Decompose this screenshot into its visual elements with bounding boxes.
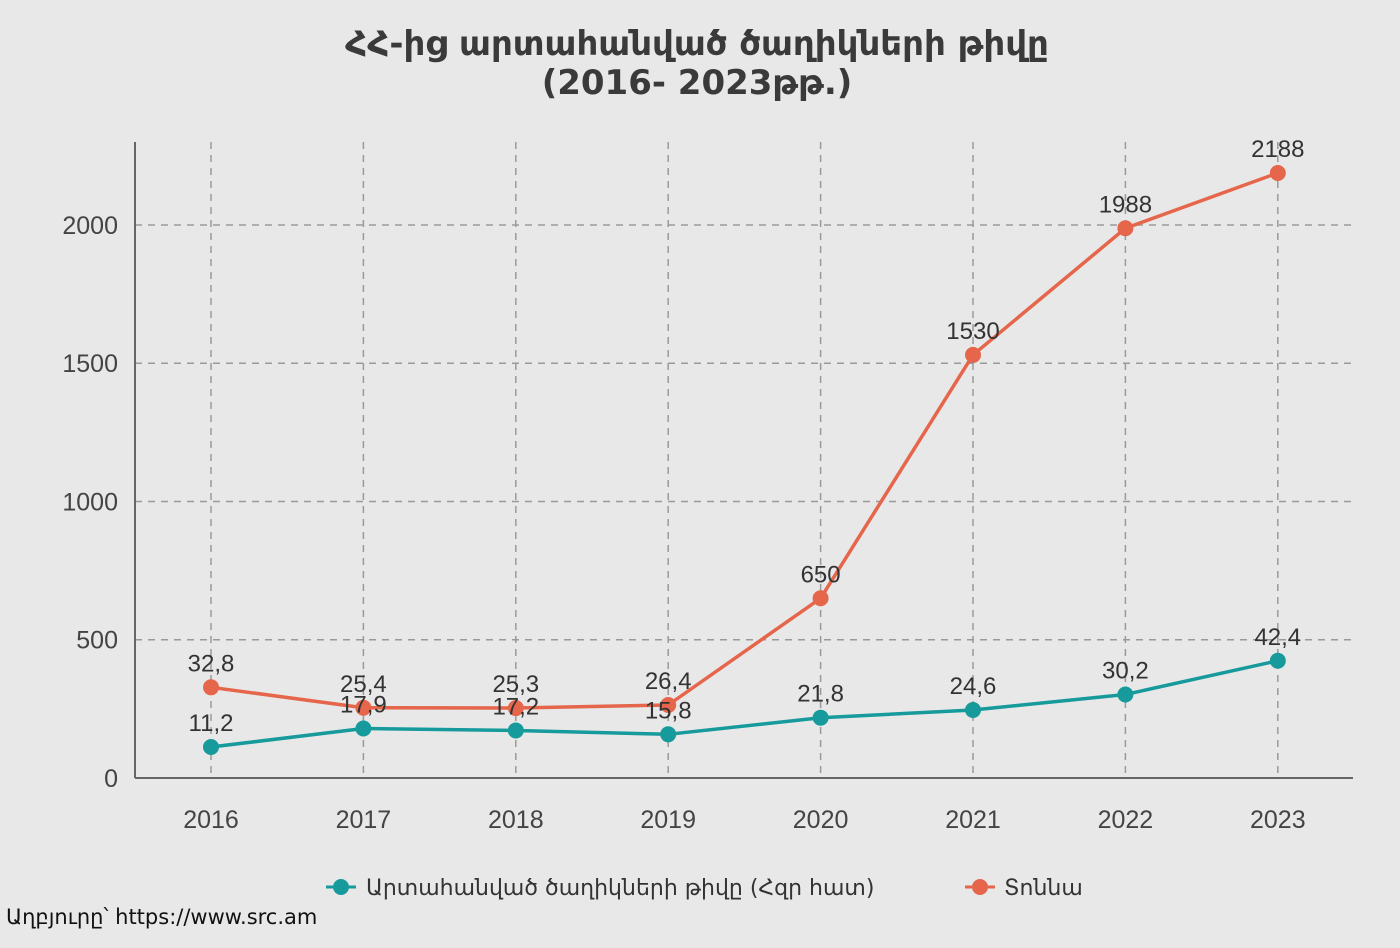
x-tick-label-0: 2016 <box>183 806 239 834</box>
series-0-data-label-3: 15,8 <box>645 697 692 724</box>
series-line-1 <box>209 171 1280 710</box>
series-group <box>203 164 1286 756</box>
series-1-point-6 <box>1117 220 1134 237</box>
series-0-point-4 <box>812 709 829 726</box>
x-tick-label-3: 2019 <box>640 806 696 834</box>
y-tick-label-0: 0 <box>104 765 118 793</box>
chart-title-line-1: ՀՀ-ից արտահանված ծաղիկների թիվը <box>345 24 1049 64</box>
y-tick-label-2: 1000 <box>62 488 118 516</box>
series-0-point-0 <box>203 739 219 756</box>
series-0-data-label-4: 21,8 <box>797 681 844 708</box>
axes <box>134 142 1353 779</box>
legend-marker-exported-flowers <box>333 879 349 895</box>
data-labels: 32,8 25,4 25,3 26,4 650 1530 1988 2188 11,2 17,9 1… <box>188 136 1305 737</box>
series-0-data-label-5: 24,6 <box>950 673 997 700</box>
series-0-point-5 <box>965 701 981 718</box>
x-tick-label-7: 2023 <box>1250 806 1306 834</box>
x-tick-label-4: 2020 <box>793 806 849 834</box>
y-tick-label-1: 500 <box>76 627 118 655</box>
series-0-data-label-6: 30,2 <box>1102 657 1149 684</box>
legend-label-exported-flowers: Արտահանված ծաղիկների թիվը (Հզր հատ) <box>366 876 874 901</box>
series-line-0 <box>209 659 1280 749</box>
series-1-data-label-7: 2188 <box>1251 136 1304 163</box>
chart-title-line-2: (2016- 2023թթ.) <box>542 63 853 103</box>
legend: Արտահանված ծաղիկների թիվը (Հզր հատ) Տոնն… <box>326 876 1083 901</box>
series-0-data-label-1: 17,9 <box>340 692 387 719</box>
series-0-point-7 <box>1269 652 1286 669</box>
series-1-point-5 <box>965 346 981 363</box>
series-1-point-1 <box>355 699 372 716</box>
series-1-data-label-1: 25,4 <box>340 671 387 698</box>
legend-marker-tonnes <box>972 879 988 895</box>
series-1-point-7 <box>1269 164 1286 181</box>
series-0-data-label-0: 11,2 <box>189 710 234 737</box>
series-1-data-label-2: 25,3 <box>492 671 539 698</box>
legend-item-tonnes: Տոննա <box>965 876 1083 901</box>
series-1-data-label-6: 1988 <box>1099 191 1152 218</box>
series-0-point-3 <box>660 726 677 743</box>
x-tick-label-5: 2021 <box>945 806 1001 834</box>
series-0-point-2 <box>507 722 524 739</box>
y-axis-ticks: 0 500 1000 1500 2000 <box>62 212 118 793</box>
series-1-data-label-0: 32,8 <box>188 650 235 677</box>
y-tick-label-3: 1500 <box>62 350 118 378</box>
series-1-point-4 <box>812 590 829 607</box>
x-tick-label-1: 2017 <box>336 806 392 834</box>
series-0-point-1 <box>355 720 372 737</box>
series-1-point-0 <box>203 679 219 696</box>
series-1-data-label-3: 26,4 <box>645 668 692 695</box>
series-1-point-3 <box>660 696 677 713</box>
y-tick-label-4: 2000 <box>62 212 118 240</box>
x-axis-ticks: 2016 2017 2018 2019 2020 2021 2022 2023 <box>183 806 1305 834</box>
series-0-point-6 <box>1117 686 1134 703</box>
source-note: Աղբյուրը՝ https://www.src.am <box>6 905 317 929</box>
series-1-point-2 <box>507 700 524 717</box>
x-tick-label-6: 2022 <box>1098 806 1154 834</box>
series-0-data-label-7: 42,4 <box>1254 624 1301 651</box>
legend-label-tonnes: Տոննա <box>1004 876 1083 901</box>
series-1-data-label-5: 1530 <box>946 318 999 345</box>
x-tick-label-2: 2018 <box>488 806 544 834</box>
grid-lines <box>135 142 1353 778</box>
series-1-data-label-4: 650 <box>801 561 841 588</box>
legend-item-exported-flowers: Արտահանված ծաղիկների թիվը (Հզր հատ) <box>326 876 874 901</box>
series-0-data-label-2: 17,2 <box>492 693 539 720</box>
